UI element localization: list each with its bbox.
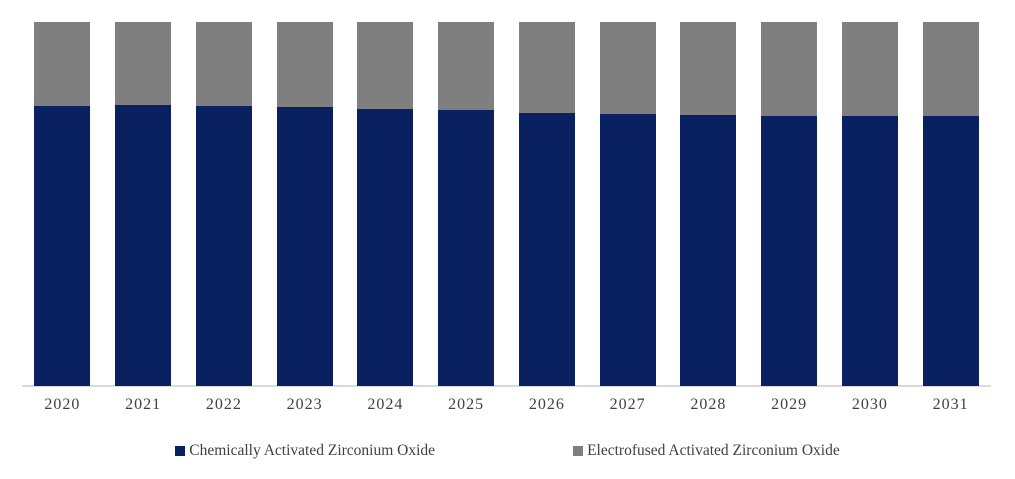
x-axis-label-2021: 2021 [125, 396, 162, 413]
bar-segment-2024-series-1 [357, 22, 414, 110]
bar-slot-2029 [749, 22, 830, 386]
x-axis-label-2031: 2031 [932, 396, 969, 413]
bar-segment-2031-series-1 [922, 22, 979, 116]
stacked-bar-2026 [518, 22, 575, 386]
stacked-bar-2024 [357, 22, 414, 386]
x-axis-label-2025: 2025 [448, 396, 485, 413]
x-axis-label-2023: 2023 [286, 396, 323, 413]
x-axis-label-2024: 2024 [367, 396, 404, 413]
bar-slot-2028 [668, 22, 749, 386]
legend: Chemically Activated Zirconium Oxide Ele… [0, 442, 1015, 460]
bar-segment-2026-series-0 [518, 113, 575, 386]
stacked-bar-2031 [922, 22, 979, 386]
bar-slot-2025 [426, 22, 507, 386]
stacked-bar-2020 [34, 22, 91, 386]
bar-slot-2023 [264, 22, 345, 386]
bar-slot-2026 [507, 22, 588, 386]
bar-slot-2027 [587, 22, 668, 386]
x-axis-label-2028: 2028 [690, 396, 727, 413]
bar-segment-2023-series-1 [276, 22, 333, 108]
bar-segment-2025-series-0 [438, 110, 495, 386]
bar-segment-2025-series-1 [438, 22, 495, 111]
bar-segment-2031-series-0 [922, 115, 979, 386]
bar-segment-2022-series-0 [195, 106, 252, 386]
stacked-bar-2022 [195, 22, 252, 386]
bar-segment-2027-series-1 [599, 22, 656, 115]
x-axis-label-2029: 2029 [771, 396, 808, 413]
x-axis-line [22, 385, 991, 387]
legend-label-electrofused-activated: Electrofused Activated Zirconium Oxide [587, 442, 840, 459]
legend-swatch-chemically-activated-icon [175, 446, 186, 456]
stacked-bar-2028 [680, 22, 737, 386]
bar-segment-2022-series-1 [195, 22, 252, 107]
bar-segment-2029-series-0 [761, 115, 818, 386]
bar-slot-2030 [830, 22, 911, 386]
bar-segment-2024-series-0 [357, 109, 414, 386]
x-axis-label-2026: 2026 [528, 396, 565, 413]
bar-segment-2021-series-1 [115, 22, 172, 105]
legend-label-chemically-activated: Chemically Activated Zirconium Oxide [189, 442, 436, 459]
bar-slot-2020 [22, 22, 103, 386]
stacked-bar-2030 [841, 22, 898, 386]
legend-item-electrofused-activated: Electrofused Activated Zirconium Oxide [573, 442, 840, 460]
bar-segment-2030-series-0 [841, 115, 898, 386]
legend-swatch-electrofused-activated-icon [573, 446, 584, 456]
bar-segment-2020-series-0 [34, 106, 91, 386]
x-axis-label-2022: 2022 [205, 396, 242, 413]
stacked-bar-2023 [276, 22, 333, 386]
stacked-bar-2029 [761, 22, 818, 386]
bar-segment-2026-series-1 [518, 22, 575, 113]
legend-item-chemically-activated: Chemically Activated Zirconium Oxide [175, 442, 435, 460]
plot-area [22, 22, 991, 386]
bar-segment-2028-series-0 [680, 114, 737, 386]
x-axis-label-2027: 2027 [609, 396, 646, 413]
bar-segment-2029-series-1 [761, 22, 818, 116]
bar-segment-2021-series-0 [115, 104, 172, 386]
bar-slot-2031 [910, 22, 991, 386]
bar-slot-2024 [345, 22, 426, 386]
bar-segment-2027-series-0 [599, 114, 656, 386]
stacked-bar-2025 [438, 22, 495, 386]
x-axis-labels: 2020 2021 2022 2023 2024 2025 2026 2027 2028 2029… [22, 396, 991, 414]
x-axis-label-2020: 2020 [44, 396, 81, 413]
stacked-bar-2021 [115, 22, 172, 386]
bar-segment-2023-series-0 [276, 107, 333, 386]
stacked-bar-2027 [599, 22, 656, 386]
bar-slot-2022 [184, 22, 265, 386]
bar-segment-2020-series-1 [34, 22, 91, 107]
bar-segment-2028-series-1 [680, 22, 737, 115]
x-axis-label-2030: 2030 [851, 396, 888, 413]
bar-segment-2030-series-1 [841, 22, 898, 116]
bar-slot-2021 [103, 22, 184, 386]
